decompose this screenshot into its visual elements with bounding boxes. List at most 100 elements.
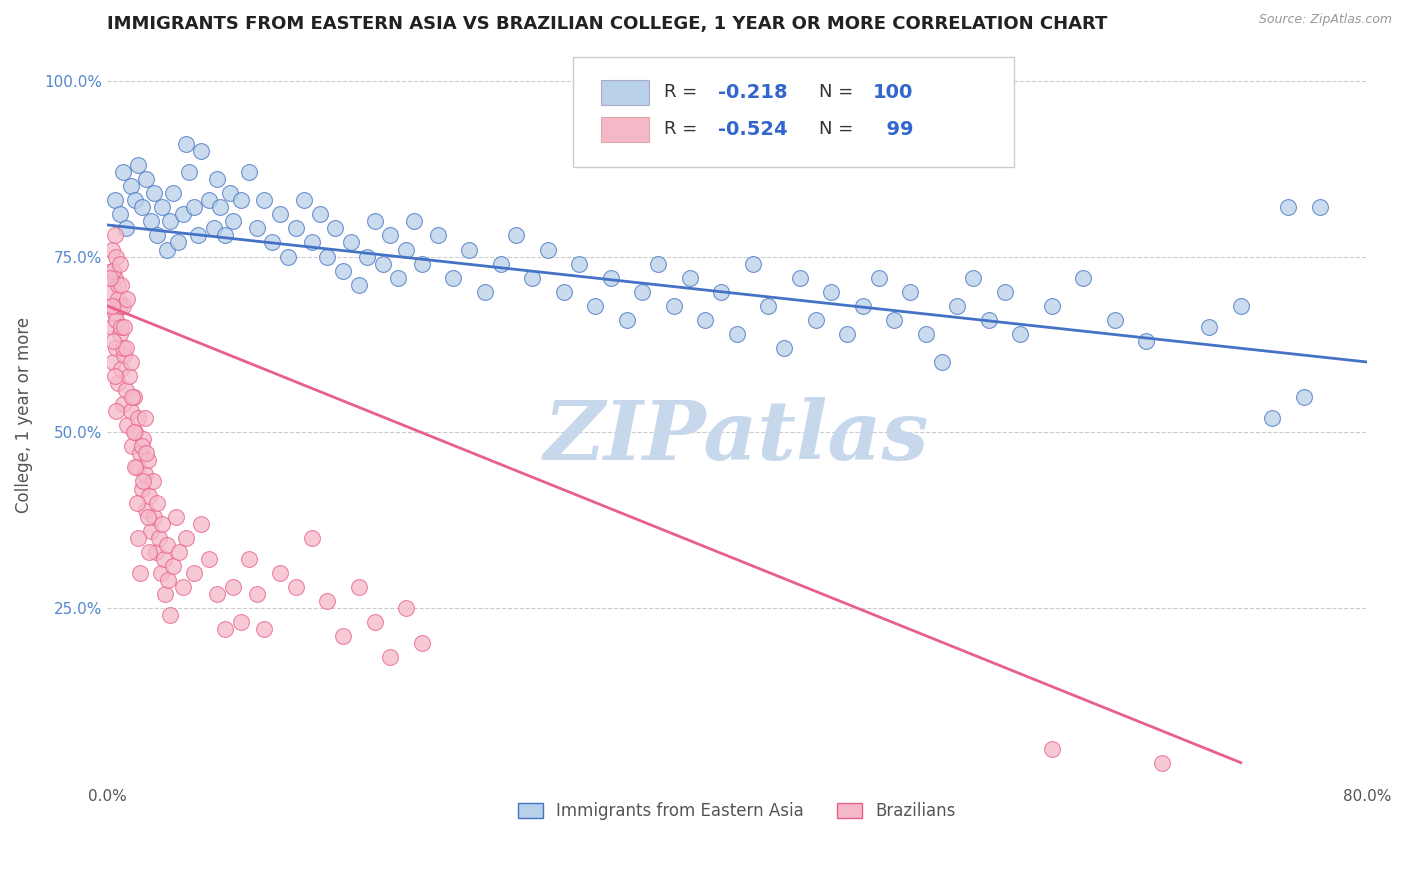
- Point: [773, 341, 796, 355]
- Point: [1104, 313, 1126, 327]
- Point: [679, 270, 702, 285]
- Point: [120, 179, 142, 194]
- Point: [105, 313, 128, 327]
- Point: [138, 489, 160, 503]
- Point: [174, 531, 197, 545]
- Point: [100, 243, 122, 257]
- Point: [332, 629, 354, 643]
- Point: [363, 615, 385, 629]
- Text: N =: N =: [818, 120, 859, 138]
- Point: [135, 446, 157, 460]
- Point: [725, 326, 748, 341]
- Point: [301, 235, 323, 250]
- Point: [111, 341, 134, 355]
- Point: [308, 207, 330, 221]
- FancyBboxPatch shape: [600, 117, 648, 142]
- Point: [105, 341, 128, 355]
- Point: [209, 200, 232, 214]
- Point: [426, 228, 449, 243]
- Point: [155, 587, 177, 601]
- Point: [104, 306, 127, 320]
- Point: [124, 194, 146, 208]
- Point: [347, 277, 370, 292]
- Point: [152, 551, 174, 566]
- Point: [395, 601, 418, 615]
- Point: [253, 622, 276, 636]
- Point: [105, 404, 128, 418]
- Point: [146, 228, 169, 243]
- Point: [132, 432, 155, 446]
- Point: [118, 369, 141, 384]
- Point: [136, 509, 159, 524]
- Text: ZIPatlas: ZIPatlas: [544, 397, 929, 477]
- Point: [332, 263, 354, 277]
- Point: [323, 221, 346, 235]
- Point: [371, 256, 394, 270]
- Point: [1040, 741, 1063, 756]
- Point: [411, 256, 433, 270]
- Point: [568, 256, 591, 270]
- Point: [148, 531, 170, 545]
- Point: [915, 326, 938, 341]
- Point: [129, 566, 152, 580]
- Point: [356, 250, 378, 264]
- Point: [402, 214, 425, 228]
- Point: [931, 355, 953, 369]
- Point: [583, 299, 606, 313]
- Point: [1309, 200, 1331, 214]
- Point: [104, 270, 127, 285]
- Point: [1277, 200, 1299, 214]
- Point: [142, 475, 165, 489]
- Point: [135, 502, 157, 516]
- Point: [98, 285, 121, 299]
- Point: [115, 383, 138, 397]
- FancyBboxPatch shape: [600, 79, 648, 104]
- Point: [121, 439, 143, 453]
- Point: [134, 467, 156, 482]
- Point: [104, 194, 127, 208]
- Point: [115, 341, 138, 355]
- Point: [222, 580, 245, 594]
- Point: [474, 285, 496, 299]
- Point: [174, 137, 197, 152]
- Point: [112, 319, 135, 334]
- Point: [218, 186, 240, 201]
- Point: [1152, 756, 1174, 770]
- Point: [125, 495, 148, 509]
- Point: [100, 319, 122, 334]
- Text: R =: R =: [664, 120, 703, 138]
- Point: [103, 299, 125, 313]
- Point: [946, 299, 969, 313]
- Point: [103, 263, 125, 277]
- Point: [1010, 326, 1032, 341]
- Point: [122, 425, 145, 440]
- Point: [387, 270, 409, 285]
- Point: [262, 235, 284, 250]
- Point: [125, 460, 148, 475]
- Point: [156, 243, 179, 257]
- Point: [758, 299, 780, 313]
- Point: [131, 439, 153, 453]
- Point: [695, 313, 717, 327]
- Point: [103, 334, 125, 348]
- Point: [647, 256, 669, 270]
- Point: [537, 243, 560, 257]
- Point: [127, 411, 149, 425]
- Point: [411, 636, 433, 650]
- Point: [245, 587, 267, 601]
- Point: [110, 362, 132, 376]
- Point: [112, 348, 135, 362]
- Point: [284, 221, 307, 235]
- Point: [631, 285, 654, 299]
- Point: [131, 482, 153, 496]
- Point: [741, 256, 763, 270]
- Point: [1135, 334, 1157, 348]
- Point: [105, 250, 128, 264]
- Point: [129, 446, 152, 460]
- Point: [198, 551, 221, 566]
- Point: [104, 228, 127, 243]
- Point: [172, 207, 194, 221]
- Text: Source: ZipAtlas.com: Source: ZipAtlas.com: [1258, 13, 1392, 27]
- Point: [107, 376, 129, 390]
- Point: [316, 594, 339, 608]
